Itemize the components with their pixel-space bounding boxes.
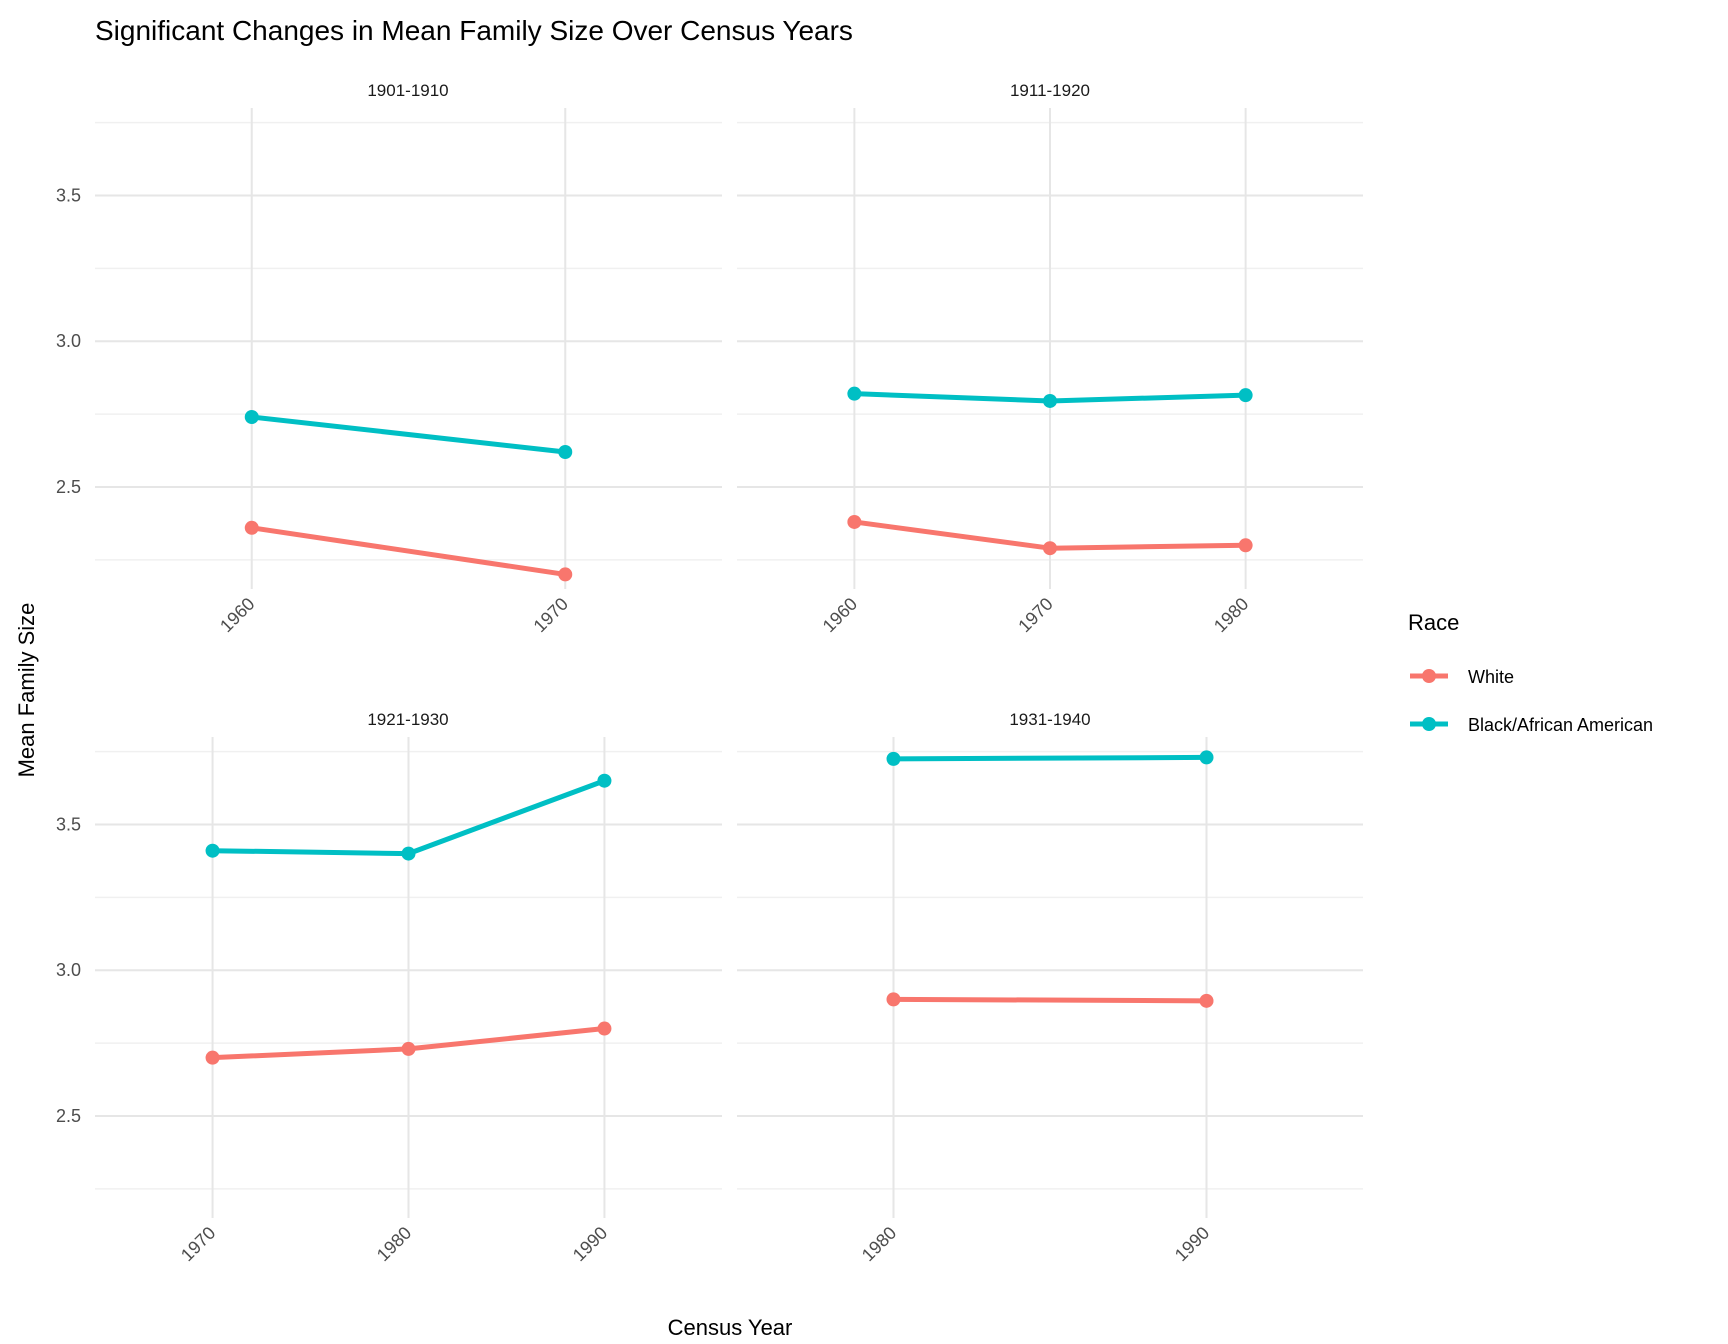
data-point (1043, 393, 1057, 408)
x-tick-label: 1980 (858, 1223, 900, 1265)
y-axis-title: Mean Family Size (14, 603, 39, 778)
data-point (1199, 750, 1214, 765)
data-point (1043, 541, 1057, 556)
y-tick-label: 2.5 (56, 477, 81, 497)
y-tick-label: 2.5 (56, 1106, 81, 1126)
data-point (401, 846, 416, 861)
x-tick-label: 1980 (373, 1223, 415, 1265)
data-point (886, 751, 901, 766)
x-tick-label: 1970 (177, 1223, 219, 1265)
legend-entry: White (1410, 667, 1514, 687)
legend-entry: Black/African American (1410, 715, 1653, 735)
legend: Race White Black/African American (1408, 610, 1653, 735)
x-tick-label: 1990 (1171, 1223, 1213, 1265)
series-line (891, 996, 1209, 1004)
facet-label: 1911-1920 (1010, 81, 1090, 100)
y-tick-label: 3.5 (56, 814, 81, 834)
x-tick-label: 1970 (530, 594, 572, 636)
data-point (847, 386, 862, 401)
facet-label: 1901-1910 (367, 81, 448, 100)
x-tick-label: 1960 (819, 594, 861, 636)
series-line (249, 525, 568, 577)
legend-key-point (1422, 669, 1436, 683)
data-point (1199, 993, 1214, 1008)
x-axis-title: Census Year (668, 1315, 793, 1340)
legend-label: Black/African American (1468, 715, 1653, 735)
data-point (1238, 538, 1253, 553)
data-point (401, 1041, 416, 1056)
facet-panel: 1931-1940 1980 1990 (737, 710, 1363, 1265)
x-tick-label: 1990 (569, 1223, 611, 1265)
data-point (558, 444, 573, 459)
data-point (886, 992, 901, 1007)
facet-panel: 1921-1930 2.5 3.0 3.5 1970 1980 1990 (56, 710, 722, 1265)
facet-panel: 1901-1910 2.5 3.0 3.5 1960 1970 (56, 81, 722, 636)
y-tick-label: 3.0 (56, 960, 81, 980)
data-point (847, 514, 862, 529)
data-point (597, 773, 612, 788)
facet-label: 1931-1940 (1009, 710, 1090, 729)
x-tick-label: 1960 (216, 594, 258, 636)
legend-entries: White Black/African American (1410, 667, 1653, 735)
data-point (205, 1050, 220, 1065)
facet-panel: 1911-1920 1960 1970 1980 (737, 81, 1363, 636)
x-tick-label: 1980 (1210, 594, 1252, 636)
legend-label: White (1468, 667, 1514, 687)
y-tick-label: 3.5 (56, 185, 81, 205)
data-point (244, 410, 259, 425)
data-point (558, 567, 573, 582)
data-point (205, 843, 220, 858)
x-tick-label: 1970 (1014, 594, 1056, 636)
y-tick-label: 3.0 (56, 331, 81, 351)
chart-title: Significant Changes in Mean Family Size … (95, 15, 853, 46)
data-point (1238, 388, 1253, 403)
data-point (597, 1021, 612, 1036)
legend-key-point (1422, 717, 1436, 731)
series-line (891, 754, 1209, 762)
series-line (249, 414, 568, 455)
data-point (244, 520, 259, 535)
facet-label: 1921-1930 (367, 710, 448, 729)
legend-title: Race (1408, 610, 1459, 635)
